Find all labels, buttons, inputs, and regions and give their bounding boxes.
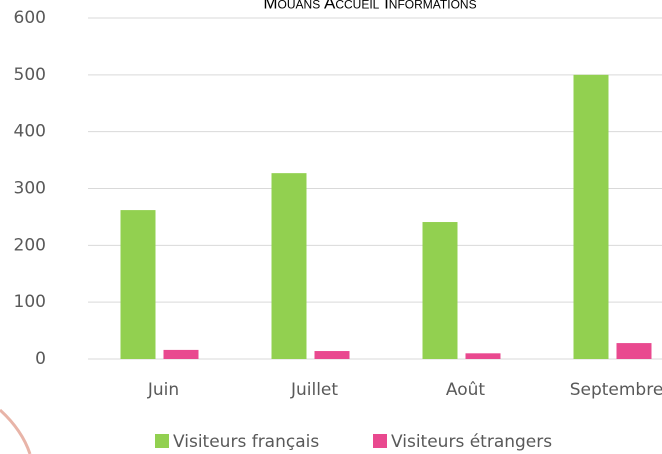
y-tick-label: 500 [14, 65, 46, 85]
x-tick-label: Août [446, 380, 486, 400]
bar [314, 351, 350, 359]
bar [120, 210, 156, 359]
x-tick-label: Septembre [570, 380, 662, 400]
bar [616, 343, 652, 359]
chart-title: Mouans Accueil Informations [263, 0, 476, 12]
y-tick-label: 200 [14, 235, 46, 255]
legend-swatch [373, 434, 387, 448]
legend-swatch [155, 434, 169, 448]
y-tick-label: 600 [14, 8, 46, 28]
bar [465, 353, 501, 359]
x-tick-label: Juillet [290, 380, 338, 400]
y-tick-label: 300 [14, 179, 46, 199]
legend-label: Visiteurs français [173, 432, 319, 452]
y-tick-label: 400 [14, 122, 46, 142]
bar [422, 222, 458, 359]
y-tick-label: 100 [14, 292, 46, 312]
bar [271, 173, 307, 359]
bar [163, 349, 199, 359]
bar [573, 74, 609, 359]
decoration-arc [0, 408, 32, 454]
x-tick-label: Juin [147, 380, 179, 400]
legend-label: Visiteurs étrangers [391, 432, 552, 452]
y-tick-label: 0 [35, 349, 46, 369]
